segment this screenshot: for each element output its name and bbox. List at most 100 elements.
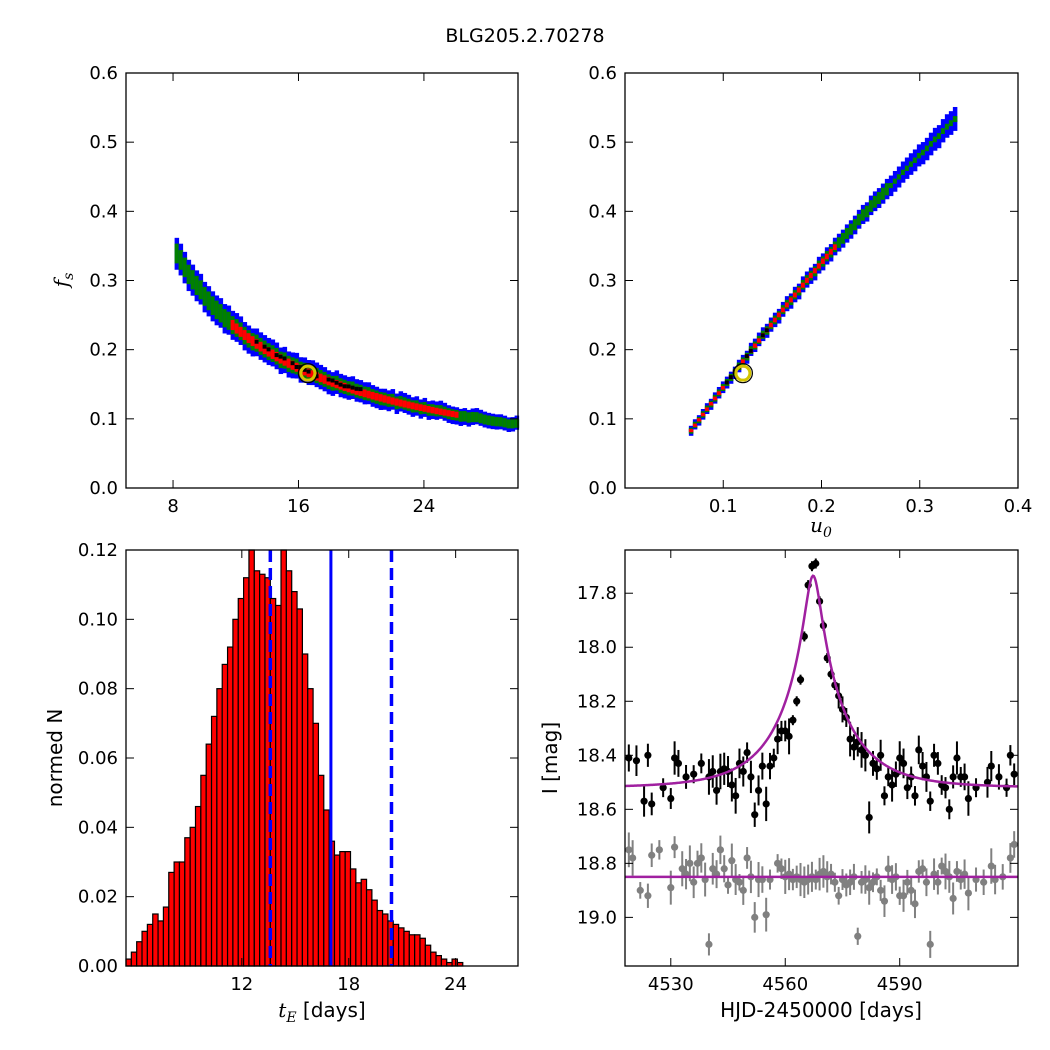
- contour-cell-inner: [442, 409, 448, 416]
- data-point: [728, 857, 736, 865]
- y-axis-label-sub: s: [61, 273, 77, 280]
- data-point: [644, 892, 652, 900]
- histogram-bar: [237, 597, 245, 967]
- data-point: [716, 846, 724, 854]
- histogram-bar: [200, 774, 207, 967]
- contour-cell-mid: [864, 205, 870, 218]
- contour-cell-mid: [904, 165, 910, 171]
- data-point: [690, 770, 698, 778]
- contour-cell-inner: [438, 408, 444, 415]
- contour-cell-inner: [418, 404, 424, 411]
- contour-cell-inner: [696, 418, 702, 422]
- data-point: [980, 878, 988, 886]
- data-point: [865, 813, 873, 822]
- data-point: [903, 784, 911, 792]
- contour-cell-core: [330, 378, 335, 383]
- y-tick-label: 18.6: [577, 799, 617, 820]
- y-tick-label: 18.0: [577, 637, 617, 658]
- histogram-bar: [301, 653, 309, 967]
- data-point: [941, 784, 950, 792]
- data-point: [907, 886, 915, 894]
- histogram-bar: [205, 743, 213, 967]
- contour-cell-core: [358, 387, 363, 392]
- contour-cell-inner: [422, 405, 428, 412]
- contour-cell-inner: [430, 406, 436, 414]
- contour-cell-inner: [410, 402, 416, 410]
- data-point: [964, 794, 972, 803]
- contour-cell-mid: [872, 195, 878, 208]
- histogram-bar: [355, 882, 362, 967]
- contour-cell-mid: [860, 209, 866, 221]
- data-point: [960, 773, 969, 781]
- figure-title: BLG205.2.70278: [445, 25, 604, 47]
- histogram-bar: [424, 944, 432, 967]
- data-point: [983, 778, 992, 786]
- histogram-bar: [387, 920, 394, 967]
- data-point: [880, 897, 889, 905]
- data-point: [678, 865, 686, 873]
- x-axis-label-sub: 0: [823, 525, 832, 541]
- panel-te-histogram: 12 18 24 0.00 0.02 0.04 0.06 0.08 0.10 0.12 tE [da…: [43, 540, 519, 1026]
- contour-cell-inner: [828, 249, 834, 255]
- contour-cell-core: [274, 353, 279, 358]
- y-tick-label: 0.06: [78, 748, 118, 769]
- data-point: [796, 676, 805, 684]
- contour-cell-inner: [820, 258, 826, 264]
- contour-cell-mid: [940, 128, 946, 135]
- histogram-bar: [141, 930, 148, 967]
- histogram-bar: [146, 923, 154, 967]
- histogram-bar: [414, 934, 421, 967]
- histogram-bar: [430, 951, 437, 967]
- data-point: [785, 732, 793, 740]
- contour-cell-inner: [402, 400, 408, 408]
- data-point: [930, 751, 938, 759]
- contour-cell-mid: [928, 141, 934, 147]
- histogram-bar: [360, 878, 368, 967]
- contour-band: [174, 237, 520, 432]
- contour-cell-core: [306, 369, 311, 374]
- contour-cell-inner: [266, 347, 272, 357]
- data-point: [877, 886, 885, 894]
- panel-fs-vs-te: 8 16 240.00.10.20.30.40.50.6fs: [49, 63, 520, 517]
- y-tick-label: 0.08: [78, 679, 118, 700]
- data-point: [949, 773, 957, 781]
- contour-cell-mid: [478, 413, 484, 424]
- contour-cell-inner: [386, 396, 392, 404]
- data-point: [697, 854, 705, 862]
- histogram-bar: [152, 913, 159, 967]
- histogram-bar: [275, 604, 282, 967]
- contour-cell-core: [326, 377, 331, 382]
- y-tick-label: 0.5: [89, 132, 118, 153]
- data-point: [629, 854, 637, 862]
- histogram-bar: [376, 909, 384, 967]
- contour-cell-mid: [490, 416, 496, 426]
- contour-cell-inner: [330, 378, 336, 387]
- contour-cell-core: [262, 344, 267, 349]
- histogram-bar: [392, 923, 400, 967]
- data-point: [739, 767, 747, 776]
- histogram-bar: [403, 930, 410, 967]
- histogram-bar: [232, 618, 239, 967]
- data-point: [632, 757, 641, 765]
- data-point: [899, 892, 908, 900]
- data-point: [911, 792, 919, 800]
- data-point: [857, 746, 866, 754]
- contour-cell-mid: [514, 419, 520, 428]
- data-point: [766, 762, 774, 770]
- model-curve: [625, 574, 1018, 788]
- contour-cell-inner: [358, 388, 364, 397]
- data-point: [709, 767, 717, 776]
- data-point: [671, 843, 679, 851]
- contour-cell-inner: [808, 272, 814, 279]
- data-point: [762, 911, 770, 919]
- data-point: [732, 792, 740, 800]
- x-tick-label: 8: [167, 496, 178, 517]
- data-point: [751, 811, 759, 819]
- plot-frame: [624, 549, 1019, 967]
- data-point: [926, 797, 934, 805]
- contour-cell-mid: [498, 417, 504, 427]
- contour-cell-inner: [800, 282, 806, 288]
- x-tick-label: 24: [444, 974, 467, 995]
- contour-cell-mid: [510, 419, 516, 429]
- contour-cell-mid: [202, 286, 208, 306]
